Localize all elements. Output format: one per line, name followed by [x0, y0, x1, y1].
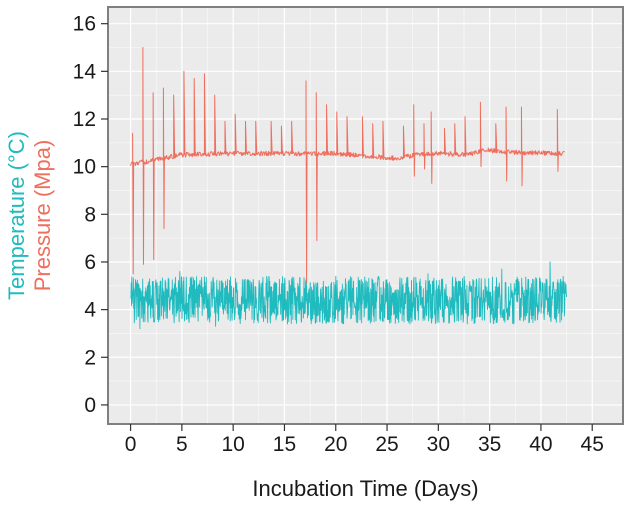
y-tick-label: 0: [84, 394, 96, 417]
x-tick-label: 20: [324, 433, 347, 456]
axis-ticks: [101, 23, 593, 431]
y-tick-label: 10: [73, 156, 96, 179]
y-axis-label-pressure: Pressure (Mpa): [30, 140, 55, 292]
y-tick-label: 14: [73, 60, 97, 83]
x-tick-label: 35: [478, 433, 501, 456]
y-tick-labels: 0 2 4 6 8 10 12 14 16: [73, 13, 97, 417]
y-tick-label: 8: [84, 203, 96, 226]
y-tick-label: 4: [84, 299, 96, 322]
plot-panel: [108, 7, 623, 424]
x-tick-label: 25: [375, 433, 398, 456]
plot-frame: [107, 6, 624, 425]
temperature-series-line: [130, 261, 568, 330]
y-tick-label: 16: [73, 13, 96, 36]
x-tick-labels: 0 5 10 15 20 25 30 35 40 45: [125, 433, 604, 456]
y-axis-label-temperature: Temperature (°C): [4, 131, 29, 300]
y-tick-label: 6: [84, 251, 96, 274]
x-axis-label: Incubation Time (Days): [252, 476, 478, 501]
x-tick-label: 45: [581, 433, 604, 456]
grid-major: [108, 7, 623, 424]
x-tick-label: 15: [273, 433, 296, 456]
x-tick-label: 30: [427, 433, 450, 456]
y-tick-label: 12: [73, 108, 96, 131]
x-tick-label: 40: [529, 433, 552, 456]
x-tick-label: 10: [221, 433, 244, 456]
x-tick-label: 0: [125, 433, 137, 456]
y-tick-label: 2: [84, 346, 96, 369]
x-tick-label: 5: [176, 433, 188, 456]
series-layer: [130, 47, 568, 330]
pressure-series-line: [130, 47, 565, 284]
